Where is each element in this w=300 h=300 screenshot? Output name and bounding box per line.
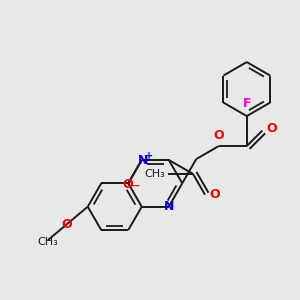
Text: +: + bbox=[145, 151, 153, 161]
Text: O: O bbox=[214, 129, 224, 142]
Text: CH₃: CH₃ bbox=[38, 237, 58, 247]
Text: O: O bbox=[122, 178, 133, 191]
Text: O: O bbox=[266, 122, 277, 135]
Text: N: N bbox=[164, 200, 174, 213]
Text: N: N bbox=[138, 154, 148, 167]
Text: −: − bbox=[131, 181, 140, 191]
Text: O: O bbox=[209, 188, 220, 201]
Text: F: F bbox=[242, 97, 251, 110]
Text: O: O bbox=[62, 218, 72, 230]
Text: CH₃: CH₃ bbox=[144, 169, 165, 179]
